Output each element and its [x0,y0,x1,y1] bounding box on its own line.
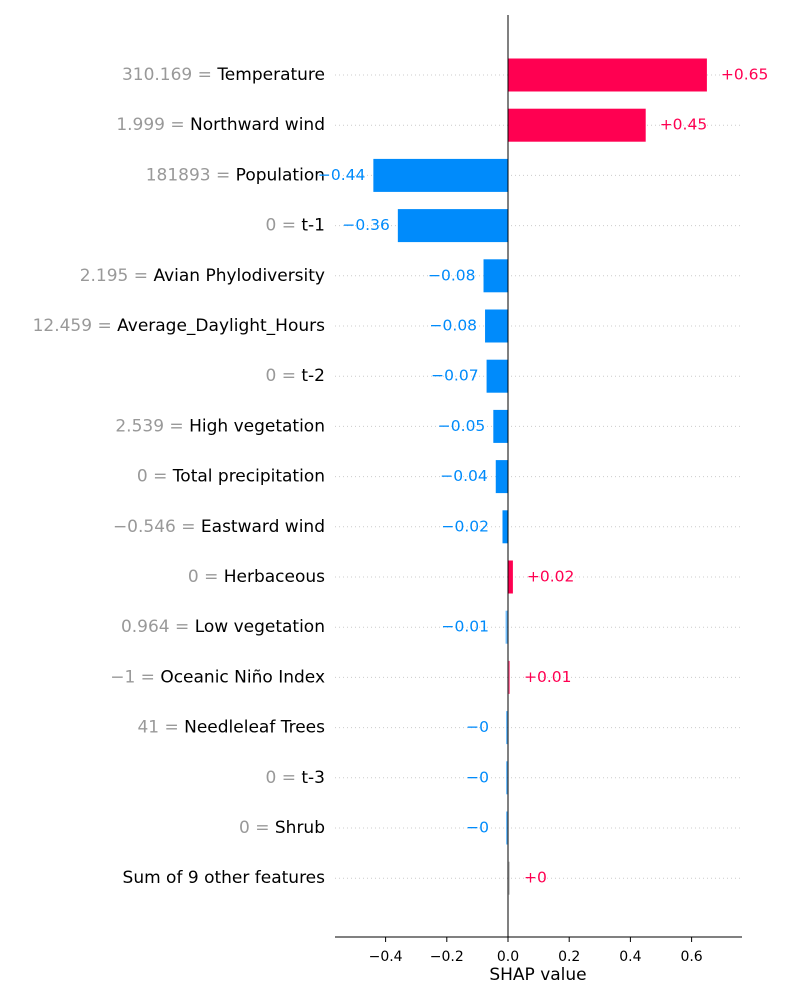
feature-label: 12.459 = Average_Daylight_Hours [33,316,326,336]
feature-value-text: 1.999 = [116,115,190,135]
bar-9 [502,510,508,544]
feature-label: 0.964 = Low vegetation [121,617,325,637]
feature-label: 0 = t-2 [266,366,326,386]
feature-label: 1.999 = Northward wind [116,115,325,135]
bar-4 [483,259,508,293]
feature-name-text: Average_Daylight_Hours [117,316,325,336]
shap-value-label: −0.01 [442,618,490,636]
shap-value-label: −0 [466,768,489,786]
shap-value-label: −0.04 [440,467,488,485]
feature-name-text: High vegetation [189,416,325,436]
feature-label: −1 = Oceanic Niño Index [110,667,325,687]
bar-5 [485,309,508,343]
bar-6 [486,359,508,393]
feature-value-text: 0 = [137,467,173,487]
feature-label: 2.195 = Avian Phylodiversity [80,266,325,286]
feature-value-text: 181893 = [146,165,236,185]
feature-label: 0 = t-3 [266,768,326,788]
shap-value-label: −0.36 [342,216,390,234]
bars [373,58,707,895]
feature-name-text: Eastward wind [201,517,325,537]
x-tick-label: 0.6 [680,949,702,965]
bar-13 [506,711,508,745]
x-tick-label: 0.4 [619,949,641,965]
bar-14 [506,761,508,795]
feature-name-text: Northward wind [190,115,325,135]
feature-name-text: t-3 [301,768,325,788]
feature-value-text: 0.964 = [121,617,195,637]
feature-name-text: Avian Phylodiversity [153,266,325,286]
feature-value-text: 0 = [266,216,302,236]
feature-value-text: 0 = [266,366,302,386]
feature-label: 0 = t-1 [266,216,326,236]
feature-label: 2.539 = High vegetation [115,416,325,436]
x-tick-label: 0.0 [497,949,519,965]
bar-7 [493,409,508,443]
shap-value-labels: +0.65 +0.45 −0.44 −0.36 −0.08 −0.08 −0.07 −0.05… [318,66,769,887]
feature-value-text: 12.459 = [33,316,118,336]
feature-value-text: 0 = [239,818,275,838]
row-gridlines [335,74,742,879]
bar-1 [508,108,646,142]
feature-label: 0 = Total precipitation [137,467,325,487]
shap-value-label: +0.02 [527,568,575,586]
shap-value-label: −0.44 [318,166,366,184]
bar-16 [508,861,510,895]
shap-value-label: +0.45 [660,116,708,134]
bar-10 [508,560,513,594]
feature-name-text: Oceanic Niño Index [160,667,325,687]
feature-label: 181893 = Population [146,165,325,185]
feature-name-text: t-2 [301,366,325,386]
shap-value-label: −0.07 [431,367,479,385]
bar-0 [508,58,707,92]
feature-name-text: Needleleaf Trees [184,718,325,738]
feature-value-text: 0 = [188,567,224,587]
feature-value-text: 2.195 = [80,266,154,286]
feature-label: Sum of 9 other features [123,868,326,888]
feature-value-text: −0.546 = [113,517,201,537]
shap-value-label: +0.01 [524,668,572,686]
bar-3 [397,209,508,243]
shap-value-label: +0.65 [721,66,769,84]
feature-value-text: 310.169 = [122,65,217,85]
feature-name-text: Population [236,165,325,185]
shap-value-label: −0.05 [438,417,486,435]
shap-value-label: +0 [524,869,547,887]
feature-name-text: Shrub [275,818,325,838]
feature-label: 41 = Needleleaf Trees [137,718,325,738]
bar-8 [495,460,508,494]
bar-2 [373,158,508,192]
shap-value-label: −0.08 [428,266,476,284]
feature-value-text: 0 = [266,768,302,788]
shap-value-label: −0.02 [442,517,490,535]
feature-label: 310.169 = Temperature [122,65,325,85]
shap-value-label: −0 [466,819,489,837]
x-tick-label: −0.2 [430,949,464,965]
feature-name-text: Sum of 9 other features [123,868,326,888]
feature-value-text: 2.539 = [115,416,189,436]
x-axis-label: SHAP value [489,965,586,985]
feature-name-text: Low vegetation [195,617,325,637]
feature-labels: 310.169 = Temperature 1.999 = Northward w… [33,65,326,888]
x-axis: −0.4 −0.2 0.0 0.2 0.4 0.6 SHAP value [335,936,742,985]
feature-label: −0.546 = Eastward wind [113,517,325,537]
feature-value-text: −1 = [110,667,160,687]
feature-label: 0 = Herbaceous [188,567,325,587]
shap-value-label: −0.08 [430,317,478,335]
feature-value-text: 41 = [137,718,184,738]
feature-name-text: Herbaceous [224,567,325,587]
x-tick-label: −0.4 [369,949,403,965]
bar-12 [508,660,510,694]
bar-11 [505,610,508,644]
feature-name-text: Total precipitation [172,467,325,487]
feature-name-text: Temperature [216,65,325,85]
feature-name-text: t-1 [301,216,325,236]
feature-label: 0 = Shrub [239,818,325,838]
shap-value-label: −0 [466,718,489,736]
bar-15 [506,811,508,845]
x-tick-label: 0.2 [558,949,580,965]
